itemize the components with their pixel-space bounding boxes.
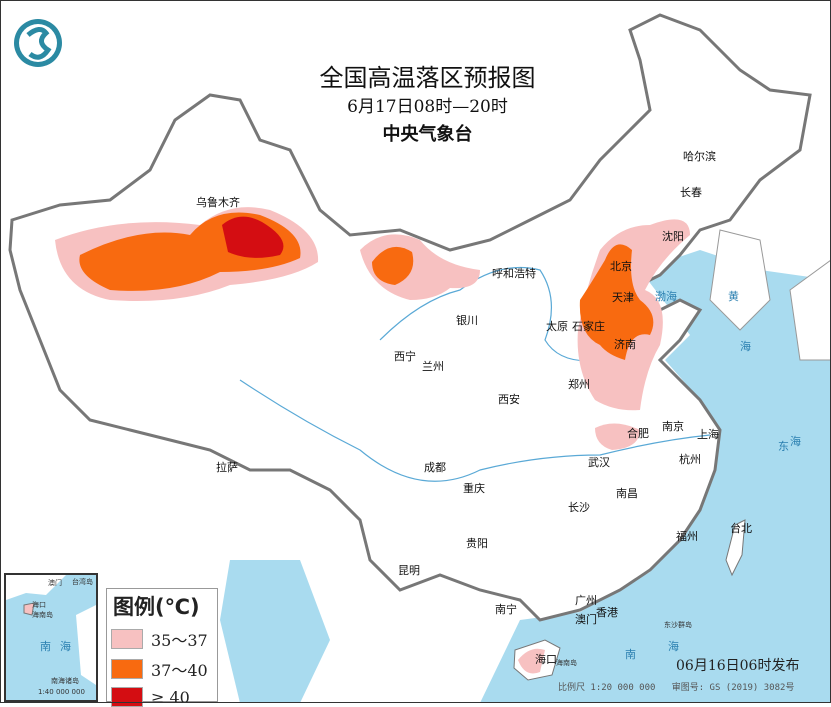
cma-logo-icon <box>14 19 62 67</box>
legend-swatch <box>111 629 143 649</box>
svg-text:海口: 海口 <box>32 600 46 609</box>
korea-japan-land <box>709 229 831 361</box>
city-label: 重庆 <box>463 481 485 495</box>
legend-swatch <box>111 687 143 707</box>
map-approval-number: 审图号: GS (2019) 3082号 <box>671 683 795 693</box>
sea-west <box>220 560 330 703</box>
scale-label: 比例尺 1:20 000 000 <box>558 683 656 693</box>
city-label: 济南 <box>614 337 636 351</box>
svg-text:东: 东 <box>778 440 789 453</box>
city-label: 广州 <box>575 594 597 607</box>
heat-zone-north-china <box>518 219 690 674</box>
legend-item: 37～40 <box>111 657 217 681</box>
legend-swatch <box>111 659 143 679</box>
legend-item: ≥ 40 <box>111 687 217 707</box>
svg-text:南: 南 <box>625 648 636 661</box>
city-label: 哈尔滨 <box>683 149 716 163</box>
city-label: 沈阳 <box>662 229 684 243</box>
svg-text:渤海: 渤海 <box>655 289 677 303</box>
city-label: 南昌 <box>616 487 638 500</box>
taiwan <box>725 519 746 577</box>
city-label: 海口 <box>535 652 557 666</box>
city-label: 石家庄 <box>572 319 605 333</box>
svg-text:南: 南 <box>40 640 51 653</box>
svg-text:海: 海 <box>740 339 751 353</box>
city-label: 兰州 <box>422 360 444 373</box>
city-label: 乌鲁木齐 <box>196 195 240 209</box>
scale-info: 比例尺 1:20 000 000 审图号: GS (2019) 3082号 <box>558 680 794 693</box>
legend-label: 35～37 <box>151 631 208 650</box>
city-label: 合肥 <box>627 426 649 440</box>
svg-text:1:40 000 000: 1:40 000 000 <box>38 688 85 696</box>
svg-text:海: 海 <box>790 434 801 448</box>
city-label: 武汉 <box>588 456 610 469</box>
city-label: 西宁 <box>394 349 416 363</box>
legend-item: 35～37 <box>111 627 217 651</box>
forecast-period: 6月17日08时—20时 <box>347 97 508 117</box>
legend-label: ≥ 40 <box>151 687 190 707</box>
city-label: 成都 <box>424 461 446 474</box>
legend-label: 37～40 <box>151 661 208 680</box>
city-label: 福州 <box>676 529 698 543</box>
svg-text:海: 海 <box>60 639 71 653</box>
heat-zone-xinjiang <box>55 207 319 301</box>
city-label: 长春 <box>680 186 702 199</box>
river-yellow <box>379 266 651 362</box>
city-label: 郑州 <box>568 377 590 391</box>
svg-text:海南岛: 海南岛 <box>32 610 53 619</box>
legend: 图例(℃) 35～37 37～40 ≥ 40 <box>106 588 218 707</box>
city-label: 上海 <box>697 427 719 441</box>
river-yangtze <box>239 379 711 482</box>
city-label: 西安 <box>498 392 520 406</box>
inset-map: 澳门 台湾岛 海口 海南岛 南 海 南海诸岛 1:40 000 000 <box>6 575 96 696</box>
city-label: 澳门 <box>575 612 597 626</box>
svg-text:台湾岛: 台湾岛 <box>72 577 93 586</box>
city-label: 银川 <box>456 313 478 327</box>
place-label: 海南岛 <box>556 658 577 667</box>
svg-text:海: 海 <box>668 639 679 653</box>
map-title: 全国高温落区预报图 <box>319 64 536 92</box>
south-china-sea-inset: 澳门 台湾岛 海口 海南岛 南 海 南海诸岛 1:40 000 000 <box>4 573 98 702</box>
svg-text:黄: 黄 <box>728 289 739 303</box>
legend-title: 图例(℃) <box>113 595 200 619</box>
city-label: 北京 <box>610 259 632 273</box>
svg-text:南海诸岛: 南海诸岛 <box>51 676 79 685</box>
city-label: 天津 <box>612 291 634 304</box>
city-label: 南宁 <box>495 602 517 616</box>
city-label: 香港 <box>596 606 618 619</box>
city-label: 太原 <box>546 320 568 333</box>
city-labels: 哈尔滨 长春 沈阳 乌鲁木齐 呼和浩特 北京 天津 石家庄 太原 济南 银川 西… <box>196 149 752 667</box>
sea-labels: 渤海 黄 海 东 海 南 海 <box>625 289 801 661</box>
place-label: 东沙群岛 <box>664 620 692 629</box>
heat-zone-gansu <box>360 234 480 300</box>
svg-text:澳门: 澳门 <box>48 578 62 587</box>
city-label: 台北 <box>730 521 752 535</box>
city-label: 南京 <box>662 419 684 433</box>
issuer: 中央气象台 <box>382 124 473 145</box>
sea-area <box>480 250 831 703</box>
issued-time: 06月16日06时发布 <box>676 658 800 674</box>
city-label: 贵阳 <box>466 537 488 550</box>
city-label: 昆明 <box>398 564 420 577</box>
city-label: 拉萨 <box>216 460 238 474</box>
city-label: 长沙 <box>568 501 590 514</box>
city-label: 呼和浩特 <box>492 266 536 280</box>
city-label: 杭州 <box>679 452 701 466</box>
